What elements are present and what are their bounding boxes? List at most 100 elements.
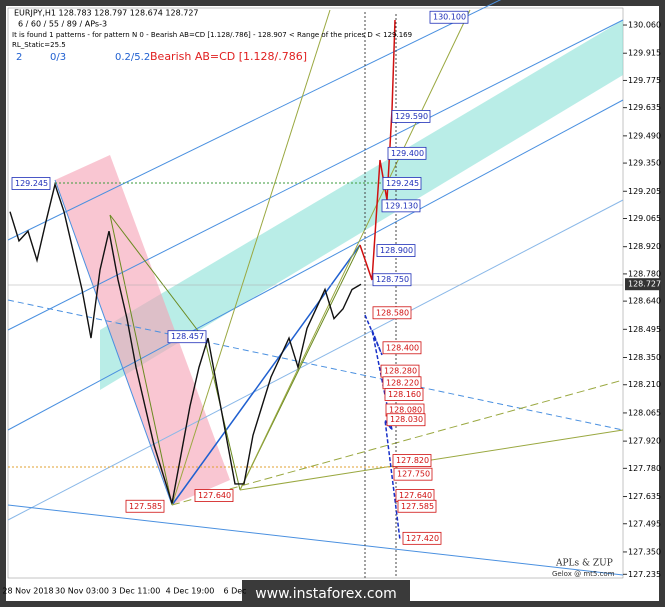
price-label-box [372, 306, 412, 320]
y-tick-label: 128.065 [628, 408, 661, 417]
current-price-box [625, 278, 661, 291]
price-label: 128.900 [380, 246, 413, 255]
chart-title: EURJPY,H1 128.783 128.797 128.674 128.72… [14, 9, 199, 18]
price-label: 127.585 [401, 502, 434, 511]
channel-line [7, 99, 624, 431]
y-tick-label: 128.780 [628, 269, 661, 278]
price-label-box [372, 273, 412, 287]
price-label: 128.280 [384, 367, 417, 376]
y-tick-label: 128.350 [628, 353, 661, 362]
target-zigzag [364, 314, 401, 541]
wave-line [171, 244, 361, 506]
price-label-box [392, 454, 432, 467]
y-tick-label: 129.350 [628, 159, 661, 168]
status-label: 2 [16, 52, 22, 63]
price-label-box [381, 199, 421, 213]
price-label: 128.160 [388, 390, 421, 399]
header-line: 6 / 60 / 55 / 89 / APs-3 [18, 20, 107, 29]
price-label-box [167, 330, 207, 344]
fib-line [239, 429, 624, 491]
price-label-box [393, 467, 433, 481]
x-tick-label: 3 Dec 11:00 [112, 587, 161, 596]
price-label: 127.640 [198, 491, 231, 500]
pattern-label: Bearish AB=CD [1.128/.786] [150, 50, 307, 63]
fib-line [171, 379, 624, 506]
price-label-box [125, 499, 165, 513]
price-label-box [194, 489, 234, 502]
price-label: 127.640 [399, 491, 432, 500]
price-label-box [391, 110, 431, 123]
y-tick-label: 127.495 [628, 519, 661, 528]
y-tick-label: 128.495 [628, 325, 661, 334]
y-tick-label: 127.635 [628, 492, 661, 501]
price-label-box [397, 499, 437, 513]
y-tick-label: 128.920 [628, 242, 661, 251]
channel-band [100, 20, 623, 390]
price-label: 128.457 [171, 332, 204, 341]
price-label: 128.580 [376, 308, 409, 317]
wave-line [54, 179, 173, 506]
price-label-box [386, 413, 426, 427]
price-label-box [402, 531, 442, 545]
x-tick-label: 28 Nov 2018 [2, 587, 53, 596]
price-label: 129.400 [391, 149, 424, 158]
price-label: 127.420 [406, 534, 439, 543]
price-label: 128.400 [386, 343, 419, 352]
y-tick-label: 127.350 [628, 547, 661, 556]
x-tick-label: 4 Dec 19:00 [166, 587, 215, 596]
price-label-box [382, 177, 422, 190]
y-tick-label: 127.235 [628, 570, 661, 579]
price-label-box [384, 388, 424, 401]
header-line: It is found 1 patterns - for pattern N 0… [12, 31, 412, 39]
current-price-label: 128.727 [628, 280, 661, 289]
status-label: 0/3 [50, 52, 66, 63]
data-layer: 130.100 129.590 129.400 129.245 129.130 128.9… [9, 10, 469, 545]
y-tick-label: 129.065 [628, 214, 661, 223]
price-label: 127.750 [397, 470, 430, 479]
decorations [7, 0, 624, 578]
x-tick-label: 30 Nov 03:00 [55, 587, 109, 596]
y-tick-label: 127.780 [628, 464, 661, 473]
y-tick-label: 129.205 [628, 187, 661, 196]
header-line: RL_Static=25.5 [12, 41, 66, 49]
y-tick-label: 128.640 [628, 297, 661, 306]
price-label: 128.750 [376, 275, 409, 284]
watermark-bg [242, 580, 410, 607]
price-label: 129.130 [385, 201, 418, 210]
y-tick-label: 129.490 [628, 131, 661, 140]
y-tick-label: 129.635 [628, 103, 661, 112]
y-tick-label: 129.775 [628, 76, 661, 85]
price-label: 127.585 [129, 502, 162, 511]
pattern-triangle [55, 155, 230, 505]
y-tick-label: 127.920 [628, 437, 661, 446]
y-tick-label: 129.915 [628, 49, 661, 58]
price-label-box [387, 146, 427, 160]
price-label: 129.590 [395, 112, 428, 121]
credit: APLs & ZUP [555, 559, 613, 569]
price-line [9, 181, 362, 504]
price-label: 128.080 [389, 406, 422, 415]
channel-line [7, 504, 624, 576]
credit: Gelox @ mt5.com [552, 570, 615, 578]
channel-line [7, 199, 624, 521]
status-label: 0.2/5.2 [115, 52, 150, 63]
price-label-box [429, 10, 469, 24]
price-label-box [11, 177, 51, 190]
price-label: 128.030 [390, 415, 423, 424]
watermark: www.instaforex.com [255, 586, 397, 602]
price-label: 129.245 [15, 179, 48, 188]
y-tick-label: 128.210 [628, 380, 661, 389]
price-label: 130.100 [433, 13, 466, 22]
channel-line [7, 0, 502, 241]
price-label-box [376, 244, 416, 257]
x-tick-label: 6 Dec [223, 587, 246, 596]
price-label: 128.220 [386, 378, 419, 387]
fib-line [239, 9, 471, 491]
price-label: 127.820 [396, 456, 429, 465]
channel-line [7, 19, 624, 331]
wave-line [109, 214, 206, 341]
wave-line [109, 214, 173, 506]
price-label-box [382, 341, 422, 355]
fib-line [171, 9, 331, 506]
